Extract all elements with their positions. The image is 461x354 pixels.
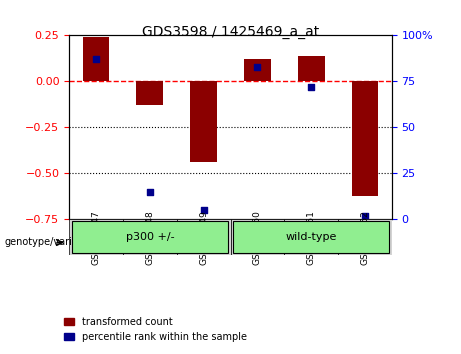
Bar — [244, 59, 271, 81]
Point — [92, 57, 100, 62]
Point — [200, 207, 207, 213]
Point — [307, 84, 315, 90]
Point — [146, 189, 154, 195]
Bar — [190, 81, 217, 162]
Legend: transformed count, percentile rank within the sample: transformed count, percentile rank withi… — [60, 313, 250, 346]
FancyBboxPatch shape — [69, 219, 123, 255]
FancyBboxPatch shape — [230, 219, 284, 255]
Bar — [136, 81, 163, 105]
Text: GSM458549: GSM458549 — [199, 210, 208, 264]
Text: GDS3598 / 1425469_a_at: GDS3598 / 1425469_a_at — [142, 25, 319, 39]
Text: GSM458550: GSM458550 — [253, 210, 262, 265]
Text: GSM458548: GSM458548 — [145, 210, 154, 264]
Text: GSM458547: GSM458547 — [92, 210, 100, 264]
FancyBboxPatch shape — [123, 219, 177, 255]
Text: genotype/variation: genotype/variation — [5, 238, 97, 247]
Text: GSM458551: GSM458551 — [307, 210, 316, 265]
Text: wild-type: wild-type — [285, 232, 337, 242]
Point — [254, 64, 261, 69]
FancyBboxPatch shape — [233, 221, 389, 253]
FancyBboxPatch shape — [72, 221, 228, 253]
FancyBboxPatch shape — [338, 219, 392, 255]
Bar — [351, 81, 378, 195]
Text: GSM458552: GSM458552 — [361, 210, 369, 264]
Text: p300 +/-: p300 +/- — [125, 232, 174, 242]
Bar — [298, 56, 325, 81]
FancyBboxPatch shape — [177, 219, 230, 255]
Point — [361, 213, 369, 219]
FancyBboxPatch shape — [284, 219, 338, 255]
Bar — [83, 37, 109, 81]
